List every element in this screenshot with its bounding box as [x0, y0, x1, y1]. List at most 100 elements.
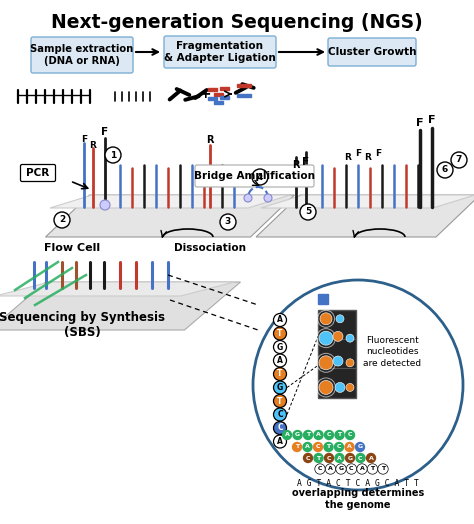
- Bar: [214, 93, 223, 96]
- Circle shape: [292, 442, 302, 452]
- Circle shape: [336, 464, 346, 474]
- Circle shape: [334, 442, 344, 452]
- Circle shape: [334, 453, 345, 463]
- Text: overlapping determines
the genome: overlapping determines the genome: [292, 488, 424, 510]
- Text: Cluster Growth: Cluster Growth: [328, 47, 416, 57]
- Text: F: F: [355, 148, 361, 158]
- Text: C: C: [277, 423, 283, 432]
- Text: G: G: [277, 383, 283, 392]
- Text: Dissociation: Dissociation: [174, 243, 246, 253]
- Text: A G T A C T C A G C A T T: A G T A C T C A G C A T T: [297, 479, 419, 488]
- Circle shape: [346, 464, 357, 474]
- Polygon shape: [46, 195, 294, 237]
- Bar: [237, 84, 251, 87]
- Circle shape: [437, 162, 453, 178]
- Text: T: T: [381, 466, 385, 472]
- Circle shape: [313, 442, 323, 452]
- FancyBboxPatch shape: [328, 38, 416, 66]
- Text: G: G: [338, 466, 344, 472]
- Text: A: A: [284, 432, 290, 438]
- Circle shape: [220, 214, 236, 230]
- Text: C: C: [337, 444, 341, 450]
- Bar: [208, 97, 217, 100]
- Text: C: C: [277, 410, 283, 419]
- Circle shape: [346, 384, 354, 391]
- Bar: [237, 94, 251, 97]
- Text: +: +: [199, 87, 211, 101]
- Text: T: T: [337, 432, 342, 438]
- Text: T: T: [317, 455, 320, 461]
- FancyBboxPatch shape: [318, 310, 356, 398]
- Text: R: R: [365, 152, 372, 161]
- Circle shape: [273, 327, 286, 340]
- Text: Sample extraction
(DNA or RNA): Sample extraction (DNA or RNA): [30, 44, 134, 66]
- Text: C: C: [358, 455, 363, 461]
- Circle shape: [282, 430, 292, 440]
- Circle shape: [273, 354, 286, 367]
- Circle shape: [273, 381, 286, 394]
- Text: F: F: [428, 115, 436, 125]
- Text: C: C: [306, 455, 310, 461]
- Text: A: A: [360, 466, 365, 472]
- Text: 2: 2: [59, 215, 65, 224]
- Text: C: C: [316, 444, 320, 450]
- Text: T: T: [277, 329, 283, 338]
- Text: F: F: [81, 136, 87, 145]
- Text: F: F: [416, 118, 424, 128]
- Text: T: T: [295, 444, 299, 450]
- Text: R: R: [345, 152, 351, 161]
- FancyBboxPatch shape: [195, 165, 314, 187]
- Circle shape: [344, 442, 355, 452]
- Circle shape: [300, 204, 316, 220]
- Circle shape: [356, 453, 366, 463]
- Text: 3: 3: [225, 217, 231, 226]
- Circle shape: [346, 359, 354, 367]
- Circle shape: [252, 169, 268, 185]
- Circle shape: [244, 194, 252, 202]
- Text: T: T: [327, 444, 330, 450]
- Circle shape: [345, 430, 355, 440]
- Circle shape: [273, 408, 286, 421]
- Bar: [318, 294, 328, 304]
- Text: T: T: [371, 466, 374, 472]
- Circle shape: [273, 313, 286, 326]
- Circle shape: [315, 464, 325, 474]
- Text: 1: 1: [110, 150, 116, 159]
- Polygon shape: [0, 282, 240, 330]
- Circle shape: [324, 453, 334, 463]
- Text: A: A: [316, 432, 321, 438]
- Circle shape: [333, 356, 343, 366]
- Text: T: T: [277, 369, 283, 378]
- Circle shape: [264, 194, 272, 202]
- Text: A: A: [328, 466, 333, 472]
- Text: C: C: [348, 432, 352, 438]
- Text: Sequencing by Synthesis
(SBS): Sequencing by Synthesis (SBS): [0, 311, 165, 339]
- Circle shape: [105, 147, 121, 163]
- Text: A: A: [277, 437, 283, 446]
- Polygon shape: [261, 195, 474, 208]
- Polygon shape: [256, 195, 474, 237]
- FancyBboxPatch shape: [20, 165, 55, 181]
- Circle shape: [273, 435, 286, 448]
- Circle shape: [303, 430, 313, 440]
- Circle shape: [273, 341, 286, 354]
- Circle shape: [345, 453, 355, 463]
- Text: G: G: [295, 432, 300, 438]
- Text: G: G: [357, 444, 363, 450]
- Circle shape: [336, 315, 344, 323]
- Circle shape: [253, 280, 463, 490]
- Text: C: C: [318, 466, 322, 472]
- Circle shape: [323, 442, 334, 452]
- Circle shape: [100, 200, 110, 210]
- Circle shape: [273, 367, 286, 380]
- Circle shape: [313, 430, 324, 440]
- Text: G: G: [277, 343, 283, 352]
- Text: 4: 4: [257, 172, 263, 181]
- Circle shape: [54, 212, 70, 228]
- Text: Fluorescent
nucleotides
are detected: Fluorescent nucleotides are detected: [363, 336, 421, 368]
- Bar: [220, 96, 229, 99]
- Text: 7: 7: [456, 156, 462, 165]
- Circle shape: [324, 430, 334, 440]
- Bar: [208, 88, 217, 91]
- Circle shape: [319, 380, 333, 395]
